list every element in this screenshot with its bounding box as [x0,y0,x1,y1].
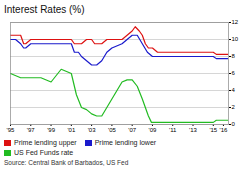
svg-text:'03: '03 [88,127,96,133]
svg-text:2: 2 [232,104,236,110]
svg-text:'16: '16 [220,127,228,133]
svg-text:12: 12 [232,19,239,25]
svg-text:'07: '07 [128,127,136,133]
html-text:US Fed Funds rate: US Fed Funds rate [14,149,74,156]
svg-text:0: 0 [232,121,236,127]
svg-text:'13: '13 [189,127,197,133]
svg-text:'09: '09 [149,127,157,133]
svg-text:6: 6 [232,70,236,76]
svg-text:'15: '15 [209,127,217,133]
svg-text:8: 8 [232,53,236,59]
svg-text:10: 10 [232,36,239,42]
svg-text:4: 4 [232,87,236,93]
svg-text:'05: '05 [108,127,116,133]
svg-text:'01: '01 [67,127,75,133]
html-text:Prime lending lower: Prime lending lower [94,139,157,146]
html-text:Prime lending upper: Prime lending upper [14,139,77,146]
svg-text:'97: '97 [27,127,35,133]
svg-text:'99: '99 [47,127,55,133]
svg-text:'95: '95 [7,127,15,133]
svg-text:'11: '11 [169,127,177,133]
html-text:Source: Central Bank of Barbad: Source: Central Bank of Barbados, US Fed [4,159,129,166]
html-text:Interest Rates (%): Interest Rates (%) [4,4,85,15]
